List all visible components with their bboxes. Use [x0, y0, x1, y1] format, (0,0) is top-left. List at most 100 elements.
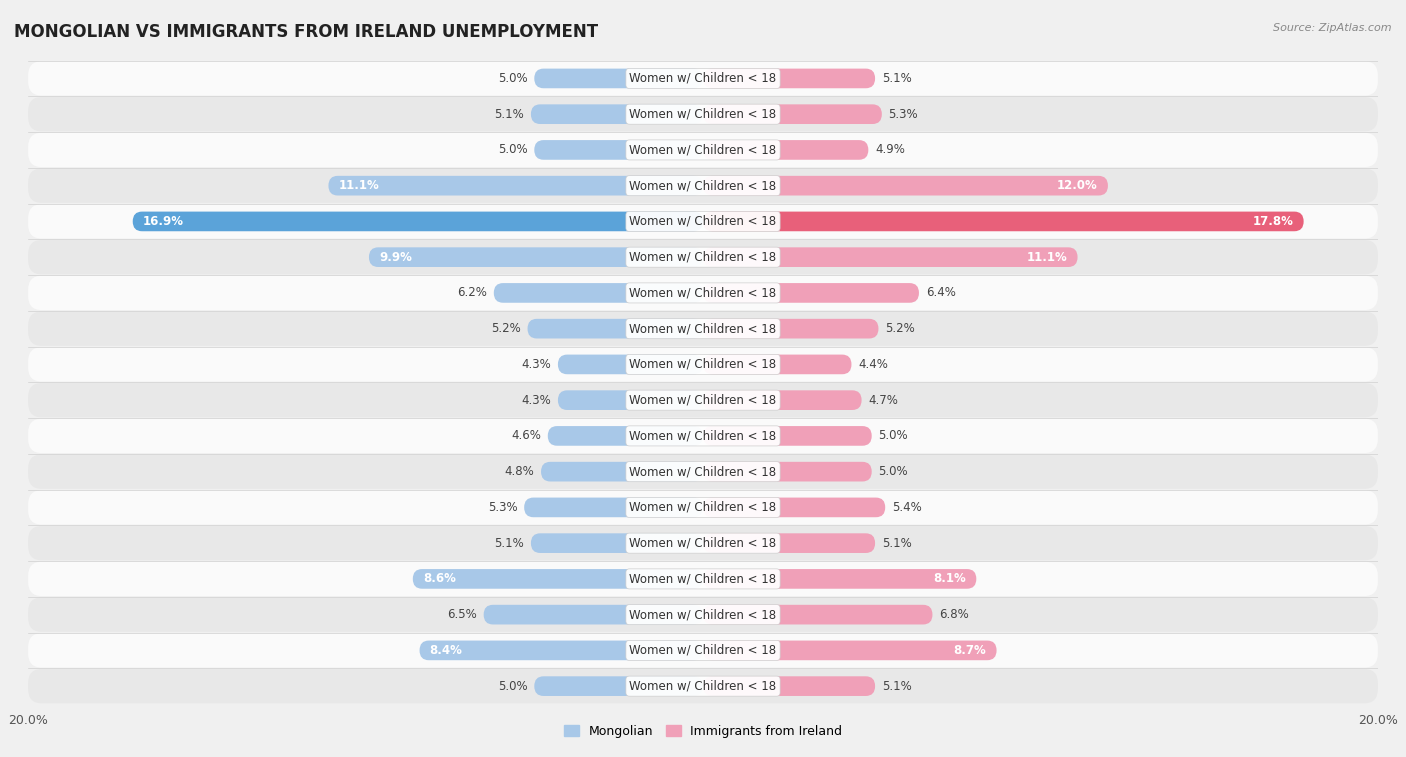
Text: MONGOLIAN VS IMMIGRANTS FROM IRELAND UNEMPLOYMENT: MONGOLIAN VS IMMIGRANTS FROM IRELAND UNE… — [14, 23, 598, 41]
FancyBboxPatch shape — [28, 633, 1378, 668]
Text: 4.4%: 4.4% — [858, 358, 889, 371]
FancyBboxPatch shape — [28, 347, 1378, 382]
Text: 5.4%: 5.4% — [891, 501, 922, 514]
Text: Women w/ Children < 18: Women w/ Children < 18 — [630, 644, 776, 657]
FancyBboxPatch shape — [28, 669, 1378, 703]
FancyBboxPatch shape — [534, 676, 703, 696]
Text: 5.1%: 5.1% — [495, 537, 524, 550]
Text: 8.4%: 8.4% — [430, 644, 463, 657]
Text: 5.3%: 5.3% — [488, 501, 517, 514]
Text: 5.2%: 5.2% — [491, 322, 520, 335]
Text: Source: ZipAtlas.com: Source: ZipAtlas.com — [1274, 23, 1392, 33]
Text: 4.6%: 4.6% — [512, 429, 541, 442]
FancyBboxPatch shape — [703, 426, 872, 446]
FancyBboxPatch shape — [534, 69, 703, 89]
Text: Women w/ Children < 18: Women w/ Children < 18 — [630, 72, 776, 85]
FancyBboxPatch shape — [527, 319, 703, 338]
Text: Women w/ Children < 18: Women w/ Children < 18 — [630, 537, 776, 550]
Legend: Mongolian, Immigrants from Ireland: Mongolian, Immigrants from Ireland — [558, 720, 848, 743]
Text: 5.2%: 5.2% — [886, 322, 915, 335]
Text: Women w/ Children < 18: Women w/ Children < 18 — [630, 608, 776, 621]
FancyBboxPatch shape — [28, 169, 1378, 203]
Text: 4.7%: 4.7% — [869, 394, 898, 407]
Text: 9.9%: 9.9% — [380, 251, 412, 263]
FancyBboxPatch shape — [28, 132, 1378, 167]
FancyBboxPatch shape — [132, 212, 703, 231]
FancyBboxPatch shape — [534, 140, 703, 160]
FancyBboxPatch shape — [703, 640, 997, 660]
FancyBboxPatch shape — [703, 676, 875, 696]
Text: Women w/ Children < 18: Women w/ Children < 18 — [630, 394, 776, 407]
Text: Women w/ Children < 18: Women w/ Children < 18 — [630, 143, 776, 157]
FancyBboxPatch shape — [28, 597, 1378, 632]
Text: 11.1%: 11.1% — [1026, 251, 1067, 263]
Text: 5.1%: 5.1% — [882, 72, 911, 85]
FancyBboxPatch shape — [703, 283, 920, 303]
FancyBboxPatch shape — [703, 248, 1077, 267]
FancyBboxPatch shape — [28, 276, 1378, 310]
FancyBboxPatch shape — [703, 462, 872, 481]
FancyBboxPatch shape — [28, 454, 1378, 489]
Text: Women w/ Children < 18: Women w/ Children < 18 — [630, 429, 776, 442]
Text: 4.8%: 4.8% — [505, 465, 534, 478]
Text: 16.9%: 16.9% — [143, 215, 184, 228]
Text: 5.1%: 5.1% — [882, 537, 911, 550]
FancyBboxPatch shape — [524, 497, 703, 517]
Text: Women w/ Children < 18: Women w/ Children < 18 — [630, 179, 776, 192]
Text: Women w/ Children < 18: Women w/ Children < 18 — [630, 215, 776, 228]
FancyBboxPatch shape — [28, 61, 1378, 95]
Text: 6.5%: 6.5% — [447, 608, 477, 621]
Text: 6.8%: 6.8% — [939, 608, 969, 621]
Text: Women w/ Children < 18: Women w/ Children < 18 — [630, 107, 776, 120]
FancyBboxPatch shape — [703, 605, 932, 625]
Text: Women w/ Children < 18: Women w/ Children < 18 — [630, 251, 776, 263]
Text: Women w/ Children < 18: Women w/ Children < 18 — [630, 501, 776, 514]
FancyBboxPatch shape — [484, 605, 703, 625]
Text: Women w/ Children < 18: Women w/ Children < 18 — [630, 322, 776, 335]
Text: 17.8%: 17.8% — [1253, 215, 1294, 228]
FancyBboxPatch shape — [703, 104, 882, 124]
FancyBboxPatch shape — [413, 569, 703, 589]
FancyBboxPatch shape — [703, 212, 1303, 231]
FancyBboxPatch shape — [28, 240, 1378, 274]
Text: 5.0%: 5.0% — [498, 680, 527, 693]
FancyBboxPatch shape — [494, 283, 703, 303]
FancyBboxPatch shape — [28, 526, 1378, 560]
FancyBboxPatch shape — [703, 391, 862, 410]
Text: 4.9%: 4.9% — [875, 143, 905, 157]
FancyBboxPatch shape — [541, 462, 703, 481]
Text: 5.0%: 5.0% — [879, 465, 908, 478]
Text: 5.0%: 5.0% — [879, 429, 908, 442]
FancyBboxPatch shape — [368, 248, 703, 267]
Text: 6.2%: 6.2% — [457, 286, 486, 300]
Text: Women w/ Children < 18: Women w/ Children < 18 — [630, 465, 776, 478]
Text: Women w/ Children < 18: Women w/ Children < 18 — [630, 358, 776, 371]
FancyBboxPatch shape — [703, 140, 869, 160]
Text: 12.0%: 12.0% — [1057, 179, 1098, 192]
FancyBboxPatch shape — [329, 176, 703, 195]
Text: 5.1%: 5.1% — [882, 680, 911, 693]
FancyBboxPatch shape — [531, 104, 703, 124]
Text: 8.7%: 8.7% — [953, 644, 987, 657]
FancyBboxPatch shape — [703, 176, 1108, 195]
Text: 4.3%: 4.3% — [522, 394, 551, 407]
Text: Women w/ Children < 18: Women w/ Children < 18 — [630, 680, 776, 693]
FancyBboxPatch shape — [531, 534, 703, 553]
Text: 8.1%: 8.1% — [934, 572, 966, 585]
FancyBboxPatch shape — [548, 426, 703, 446]
Text: Women w/ Children < 18: Women w/ Children < 18 — [630, 572, 776, 585]
FancyBboxPatch shape — [28, 312, 1378, 346]
Text: 5.0%: 5.0% — [498, 143, 527, 157]
FancyBboxPatch shape — [703, 569, 976, 589]
FancyBboxPatch shape — [28, 562, 1378, 596]
Text: 5.0%: 5.0% — [498, 72, 527, 85]
FancyBboxPatch shape — [28, 97, 1378, 132]
FancyBboxPatch shape — [419, 640, 703, 660]
FancyBboxPatch shape — [558, 354, 703, 374]
Text: Women w/ Children < 18: Women w/ Children < 18 — [630, 286, 776, 300]
Text: 4.3%: 4.3% — [522, 358, 551, 371]
Text: 6.4%: 6.4% — [925, 286, 956, 300]
FancyBboxPatch shape — [703, 534, 875, 553]
FancyBboxPatch shape — [28, 383, 1378, 417]
FancyBboxPatch shape — [703, 354, 852, 374]
